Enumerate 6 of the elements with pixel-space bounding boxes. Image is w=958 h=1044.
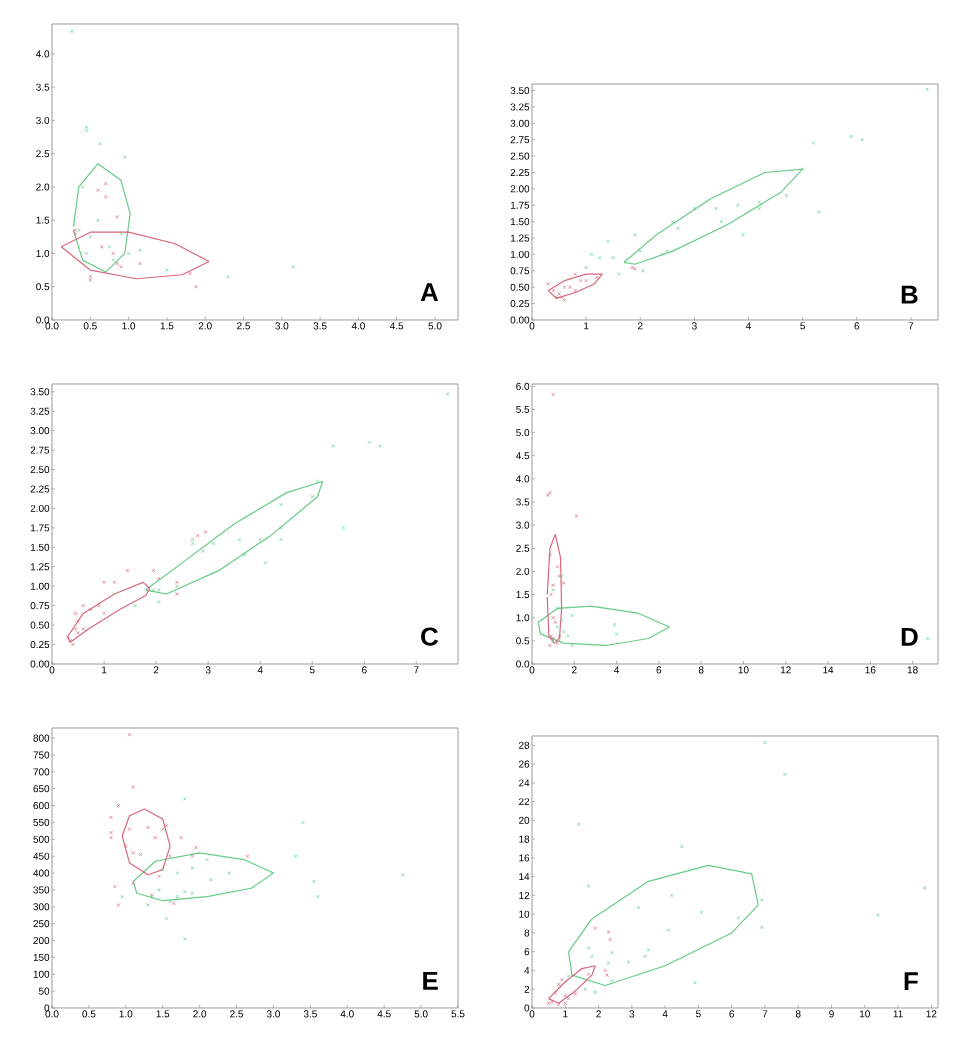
annotation: E	[423, 971, 438, 990]
annotation: D	[901, 627, 918, 646]
annotation: F	[904, 972, 918, 991]
annotation: C	[421, 627, 439, 646]
annotation: A	[420, 283, 439, 302]
annotation: B	[901, 285, 918, 304]
